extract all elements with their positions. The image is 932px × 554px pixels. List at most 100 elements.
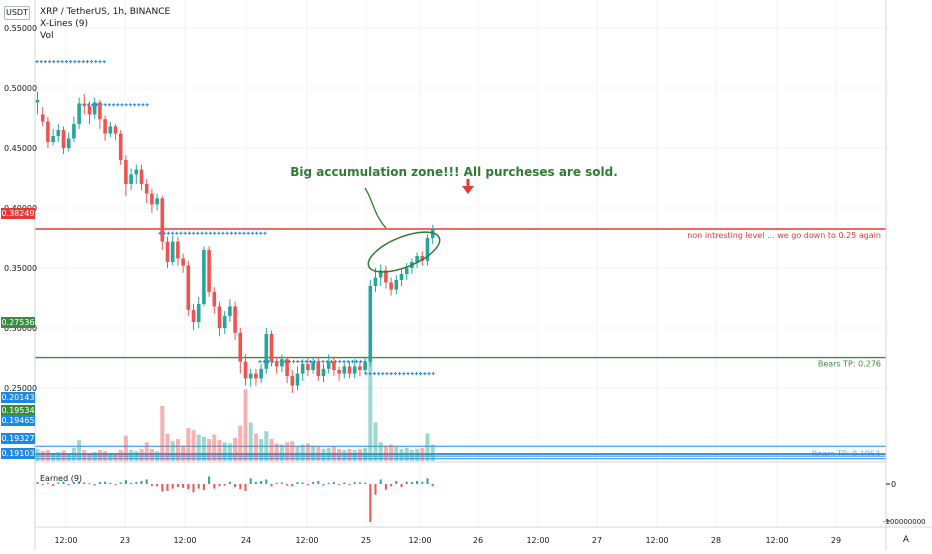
volume-bar <box>165 433 170 461</box>
earned-bar <box>400 484 403 488</box>
x-line-marker <box>419 372 423 376</box>
price-badge <box>1 208 35 219</box>
volume-bar <box>316 446 321 461</box>
volume-bar <box>191 430 196 461</box>
volume-bar <box>207 439 212 461</box>
volume-bar <box>357 448 362 461</box>
x-line-marker <box>200 231 204 235</box>
earned-bar <box>171 484 174 489</box>
volume-bar <box>290 441 295 461</box>
earned-bar <box>145 479 148 484</box>
earned-bar <box>124 480 127 484</box>
x-line-marker <box>145 103 149 107</box>
volume-bar <box>342 450 347 461</box>
candle-body <box>321 368 326 376</box>
volume-bar <box>201 436 206 461</box>
x-line-marker <box>258 360 262 364</box>
earned-bar <box>166 484 169 491</box>
earned-bar <box>72 482 75 484</box>
x-line-marker <box>234 231 238 235</box>
price-badge <box>1 448 35 459</box>
earned-bar <box>421 481 424 484</box>
volume-bar <box>181 445 186 461</box>
x-line-marker <box>350 360 354 364</box>
earned-bar <box>410 482 413 484</box>
auto-scale-button[interactable]: A <box>902 535 910 545</box>
candle-body <box>181 258 185 266</box>
earned-bar <box>161 484 164 492</box>
support-label: Bears TP: 0.276 <box>818 360 881 369</box>
candle-body <box>311 361 315 370</box>
indicator-xlines[interactable]: X-Lines (9) <box>40 19 89 29</box>
earned-bar <box>135 482 138 484</box>
candle-body <box>415 256 419 262</box>
x-line-marker <box>355 360 359 364</box>
earned-bar <box>244 484 247 491</box>
earned-bar <box>88 483 91 485</box>
candle-body <box>35 100 40 103</box>
candle-body <box>139 169 144 184</box>
candle-body <box>337 370 341 374</box>
earned-bar <box>384 484 387 490</box>
earned-bar <box>208 476 211 484</box>
volume-bar <box>71 447 76 461</box>
currency-badge[interactable]: USDT <box>4 6 30 20</box>
volume-bar <box>404 447 409 461</box>
candle-body <box>212 292 217 307</box>
price-badge-label: 0.38249 <box>1 209 34 218</box>
x-line-marker <box>321 360 325 364</box>
x-tick-label: 12:00 <box>173 536 196 545</box>
candle-body <box>222 316 227 328</box>
candle-body <box>113 126 118 134</box>
volume-bar <box>259 439 264 461</box>
volume-bar <box>82 450 87 461</box>
earned-bar <box>332 482 335 484</box>
sub-tick-label: 0 <box>891 480 896 489</box>
candle-body <box>118 133 123 160</box>
x-line-marker <box>263 231 267 235</box>
x-line-marker <box>431 372 435 376</box>
candle-body <box>124 160 128 184</box>
earned-bar <box>353 482 356 484</box>
candle-body <box>420 256 425 261</box>
earned-bar <box>291 484 294 487</box>
candle-body <box>332 361 336 370</box>
price-badge-label: 0.19103 <box>1 449 34 458</box>
volume-bar <box>175 439 180 461</box>
earned-bar <box>254 482 257 484</box>
earned-bar <box>405 481 408 484</box>
symbol-title[interactable]: XRP / TetherUS, 1h, BINANCE <box>40 7 171 17</box>
indicator-vol[interactable]: Vol <box>40 31 54 41</box>
earned-bar <box>36 482 39 484</box>
x-line-marker <box>393 372 397 376</box>
candle-body <box>373 277 378 286</box>
x-line-marker <box>402 372 406 376</box>
candle-body <box>92 102 97 115</box>
earned-bar <box>249 478 252 484</box>
candle-body <box>243 361 248 379</box>
arrow-head <box>462 186 474 194</box>
volume-bar <box>394 446 399 461</box>
candle-body <box>274 361 279 367</box>
volume-bar <box>378 442 383 461</box>
candle-body <box>254 373 258 379</box>
earned-bar <box>62 481 65 484</box>
earned-bar <box>369 484 372 522</box>
candle-body <box>368 286 373 362</box>
x-line-marker <box>414 372 418 376</box>
price-badge <box>1 392 35 403</box>
earned-bar <box>41 484 44 485</box>
x-tick-label: 27 <box>592 536 602 545</box>
x-line-marker <box>385 372 389 376</box>
x-line-marker <box>208 231 212 235</box>
x-line-marker <box>183 231 187 235</box>
blue-level-label: Bears TP: 0.1953 <box>812 450 880 459</box>
x-line-marker <box>52 60 56 64</box>
volume-bar <box>415 448 420 461</box>
x-tick-label: 24 <box>241 536 251 545</box>
candle-body <box>77 103 81 124</box>
volume-bar <box>285 442 290 461</box>
volume-bar <box>383 445 388 461</box>
